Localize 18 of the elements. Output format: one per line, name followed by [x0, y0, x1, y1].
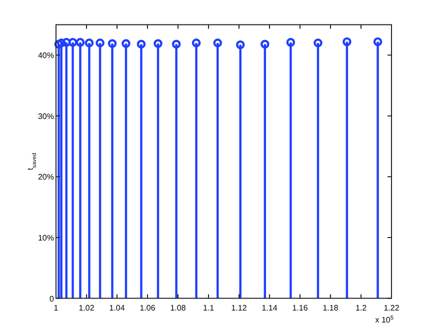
x-tick-label: 1: [54, 303, 59, 312]
x-tick-label: 1.18: [322, 303, 339, 312]
y-tick-label: 30%: [38, 112, 54, 121]
y-tick-label: 20%: [38, 172, 54, 182]
x-tick-label: 1.22: [384, 303, 400, 312]
x-tick-label: 1.1: [202, 303, 215, 312]
y-tick-label: 40%: [38, 51, 54, 60]
x-tick-label: 1.02: [78, 303, 95, 312]
text: x 10$^{5}$: [375, 315, 394, 324]
x-tick-label: 1.08: [170, 303, 186, 312]
y-tick-label: 0: [50, 294, 55, 304]
x-tick-label: 1.06: [140, 303, 156, 312]
x-tick-label: 1.2: [355, 303, 368, 312]
y-tick-label: 10%: [38, 234, 54, 242]
x-tick-label: 1.04: [109, 303, 126, 312]
x-tick-label: 1.12: [231, 303, 248, 312]
x-tick-label: 1.14: [262, 303, 278, 312]
x-tick-label: 1.16: [292, 303, 308, 312]
